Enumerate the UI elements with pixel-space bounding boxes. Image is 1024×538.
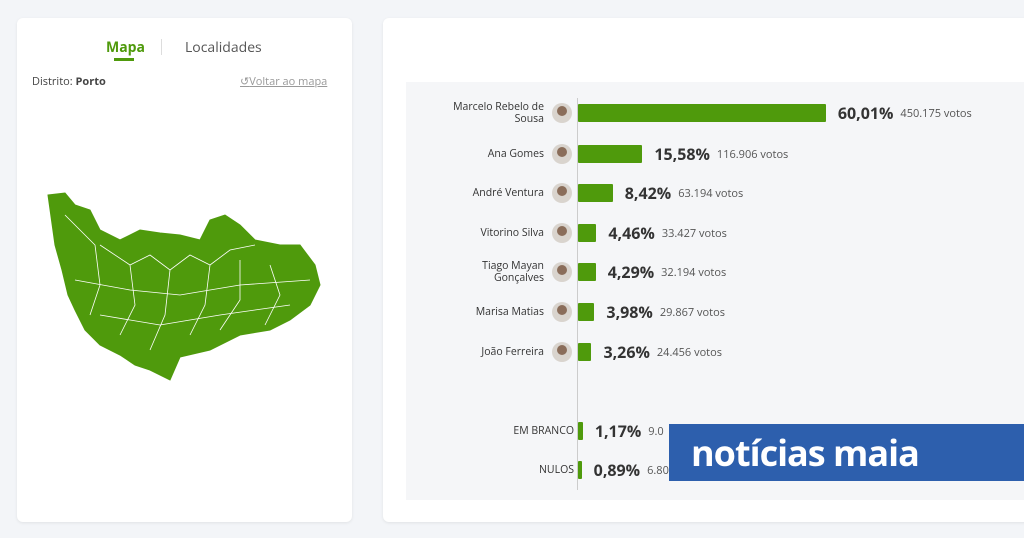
bar xyxy=(578,303,595,321)
map-shape[interactable] xyxy=(47,192,321,381)
votes: 6.80 xyxy=(647,463,669,478)
percent-label: 4,29% xyxy=(607,261,655,283)
bar xyxy=(578,104,826,122)
tab[interactable]: Mapa xyxy=(106,38,145,57)
divider xyxy=(161,39,162,55)
axis-line xyxy=(577,98,578,490)
votes: 450.175 votos xyxy=(900,106,972,121)
percent-label: 3,98% xyxy=(606,301,653,323)
avatar xyxy=(552,342,572,362)
candidate-name: João Ferreira xyxy=(481,345,544,359)
votes: 29.867 votos xyxy=(659,305,725,320)
votes: 24.456 votos xyxy=(656,345,722,360)
tab[interactable]: Localidades xyxy=(185,38,262,57)
bar xyxy=(578,224,597,242)
bar xyxy=(578,263,596,281)
candidate-name: Marcelo Rebelo de Sousa xyxy=(453,100,544,126)
bar xyxy=(578,145,643,163)
avatar xyxy=(552,183,572,203)
percent-label: 4,46% xyxy=(608,222,655,244)
bar xyxy=(578,461,582,479)
watermark: notícias maia xyxy=(669,424,1024,481)
percent-label: 60,01% xyxy=(837,102,894,124)
bar xyxy=(578,343,592,361)
avatar xyxy=(552,223,572,243)
district-name: Porto xyxy=(75,74,106,89)
candidate-name: André Ventura xyxy=(472,186,544,200)
candidate-name: NULOS xyxy=(539,463,574,477)
percent-label: 15,58% xyxy=(654,143,710,165)
votes: 116.906 votos xyxy=(716,147,789,162)
avatar xyxy=(552,262,572,282)
votes: 32.194 votos xyxy=(661,265,727,280)
percent-label: 3,26% xyxy=(603,341,650,363)
candidate-name: Vitorino Silva xyxy=(480,226,544,240)
percent-label: 8,42% xyxy=(624,182,672,204)
map-borders xyxy=(64,214,311,351)
link-text: Voltar ao mapa xyxy=(249,74,328,89)
percent-label: 1,17% xyxy=(594,420,642,442)
district-map xyxy=(47,192,321,381)
votes: 33.427 votos xyxy=(661,226,727,241)
candidate-name: Ana Gomes xyxy=(487,147,544,161)
votes: 63.194 votos xyxy=(678,186,744,201)
label: Distrito: xyxy=(32,74,73,89)
percent-label: 0,89% xyxy=(593,459,641,481)
votes: 9.0 xyxy=(648,424,664,439)
back-link[interactable]: ↺Voltar ao mapa xyxy=(240,74,328,89)
candidate-name: EM BRANCO xyxy=(513,424,574,438)
bar xyxy=(578,184,613,202)
avatar xyxy=(552,144,572,164)
district-label: Distrito: Porto xyxy=(32,74,106,89)
avatar xyxy=(552,103,572,123)
bar xyxy=(578,422,583,440)
avatar xyxy=(552,302,572,322)
candidate-name: Tiago Mayan Gonçalves xyxy=(482,259,544,285)
tab-underline xyxy=(114,58,134,61)
candidate-name: Marisa Matias xyxy=(475,305,544,319)
